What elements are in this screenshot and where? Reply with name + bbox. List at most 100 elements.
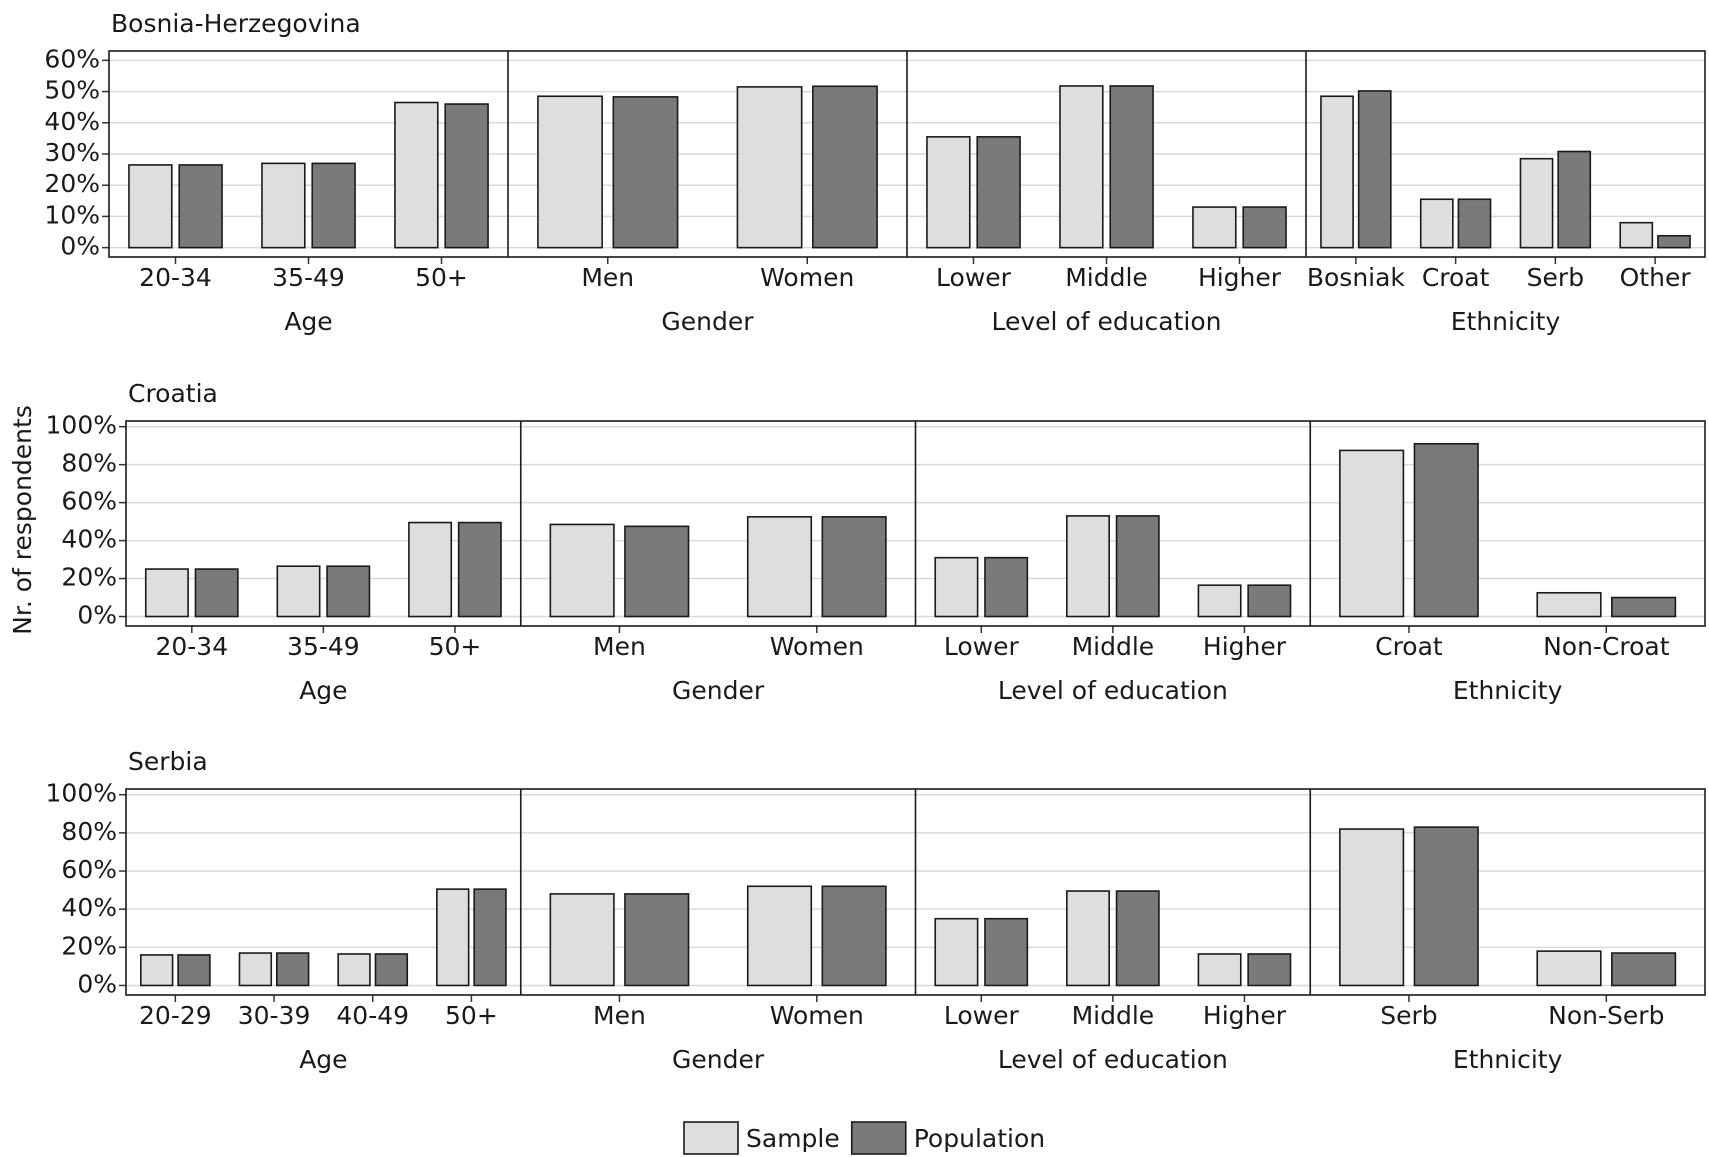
bar <box>1611 952 1677 987</box>
y-tick-label: 0% <box>77 969 117 998</box>
chart-title: Bosnia-Herzegovina <box>111 9 361 38</box>
bar <box>337 953 371 987</box>
x-tick-label: Serb <box>1380 1001 1437 1030</box>
bar <box>1115 515 1160 618</box>
bar <box>934 556 979 618</box>
bar <box>261 162 306 249</box>
bar <box>746 516 813 618</box>
bar <box>984 917 1029 987</box>
x-tick-label: 40-49 <box>336 1001 409 1030</box>
x-tick-label: 35-49 <box>272 263 345 292</box>
bar <box>457 521 502 618</box>
x-tick-label: 50+ <box>445 1001 498 1030</box>
x-tick-label: Middle <box>1072 1001 1155 1030</box>
bar <box>444 103 489 249</box>
bar <box>1611 596 1677 618</box>
x-tick-label: 50+ <box>415 263 468 292</box>
bar <box>926 136 971 249</box>
bar <box>436 888 470 987</box>
bar <box>1519 157 1554 249</box>
y-tick-label: 80% <box>61 449 117 478</box>
bar <box>1066 515 1110 618</box>
legend-swatch <box>683 1121 739 1155</box>
x-tick-label: Higher <box>1203 1001 1287 1030</box>
facet-label: Age <box>299 1045 347 1074</box>
bar <box>736 86 803 249</box>
x-tick-label: Bosniak <box>1307 263 1406 292</box>
x-tick-label: Men <box>581 263 634 292</box>
bar <box>140 954 174 987</box>
bar <box>1197 953 1242 987</box>
bar <box>1619 221 1654 249</box>
bar <box>275 952 310 987</box>
bar <box>984 556 1029 618</box>
x-tick-label: Croat <box>1375 632 1443 661</box>
y-tick-label: 100% <box>46 779 117 808</box>
facet-label: Gender <box>672 676 765 705</box>
bar <box>177 954 211 987</box>
plot-border <box>108 50 1706 258</box>
x-tick-label: 20-29 <box>139 1001 212 1030</box>
x-tick-label: Higher <box>1203 632 1287 661</box>
bar <box>1339 828 1405 987</box>
y-tick-label: 60% <box>61 855 117 884</box>
bar <box>976 136 1021 249</box>
x-tick-label: 20-34 <box>155 632 228 661</box>
x-tick-label: Serb <box>1527 263 1584 292</box>
x-tick-label: Other <box>1620 263 1692 292</box>
x-tick-label: Middle <box>1065 263 1148 292</box>
x-tick-label: Men <box>593 1001 646 1030</box>
plot-border <box>125 788 1706 996</box>
x-tick-label: Croat <box>1422 263 1490 292</box>
y-axis-label: Nr. of respondents <box>8 405 37 635</box>
bar <box>473 888 507 987</box>
bar <box>408 521 453 618</box>
x-tick-label: 30-39 <box>238 1001 311 1030</box>
chart-title: Croatia <box>128 379 218 408</box>
facet-label: Gender <box>661 307 754 336</box>
bar <box>276 565 321 618</box>
plot-border <box>125 420 1706 627</box>
y-tick-label: 40% <box>61 893 117 922</box>
y-tick-label: 40% <box>61 525 117 554</box>
facet-label: Ethnicity <box>1453 1045 1563 1074</box>
x-tick-label: Higher <box>1198 263 1282 292</box>
facet-label: Level of education <box>991 307 1221 336</box>
facet-label: Gender <box>672 1045 765 1074</box>
bar <box>1536 591 1602 618</box>
facet-label: Level of education <box>998 676 1228 705</box>
y-tick-label: 100% <box>46 411 117 440</box>
bar <box>812 85 878 249</box>
bar <box>1657 234 1691 249</box>
bar <box>1059 85 1104 249</box>
x-tick-label: Lower <box>944 1001 1020 1030</box>
bar <box>549 523 615 618</box>
facet-label: Age <box>299 676 347 705</box>
x-tick-label: 50+ <box>429 632 482 661</box>
y-tick-label: 0% <box>60 232 100 261</box>
y-tick-label: 60% <box>61 487 117 516</box>
y-tick-label: 30% <box>44 138 100 167</box>
y-tick-label: 40% <box>44 107 100 136</box>
y-tick-label: 10% <box>44 200 100 229</box>
bar <box>1413 442 1479 618</box>
bar <box>1247 584 1292 618</box>
y-tick-label: 20% <box>61 563 117 592</box>
bar <box>178 164 223 249</box>
bar <box>1357 90 1392 249</box>
bar <box>1197 584 1242 618</box>
bar <box>1247 953 1292 987</box>
x-tick-label: Non-Croat <box>1543 632 1670 661</box>
x-tick-label: Middle <box>1072 632 1155 661</box>
bar <box>311 162 356 249</box>
bar <box>1115 890 1160 987</box>
x-tick-label: Lower <box>936 263 1012 292</box>
y-tick-label: 0% <box>77 601 117 630</box>
bar <box>612 96 679 249</box>
chart-title: Serbia <box>128 747 208 776</box>
bar <box>1536 950 1602 987</box>
bar <box>374 953 409 987</box>
bar <box>1419 198 1454 249</box>
bar <box>144 568 189 618</box>
